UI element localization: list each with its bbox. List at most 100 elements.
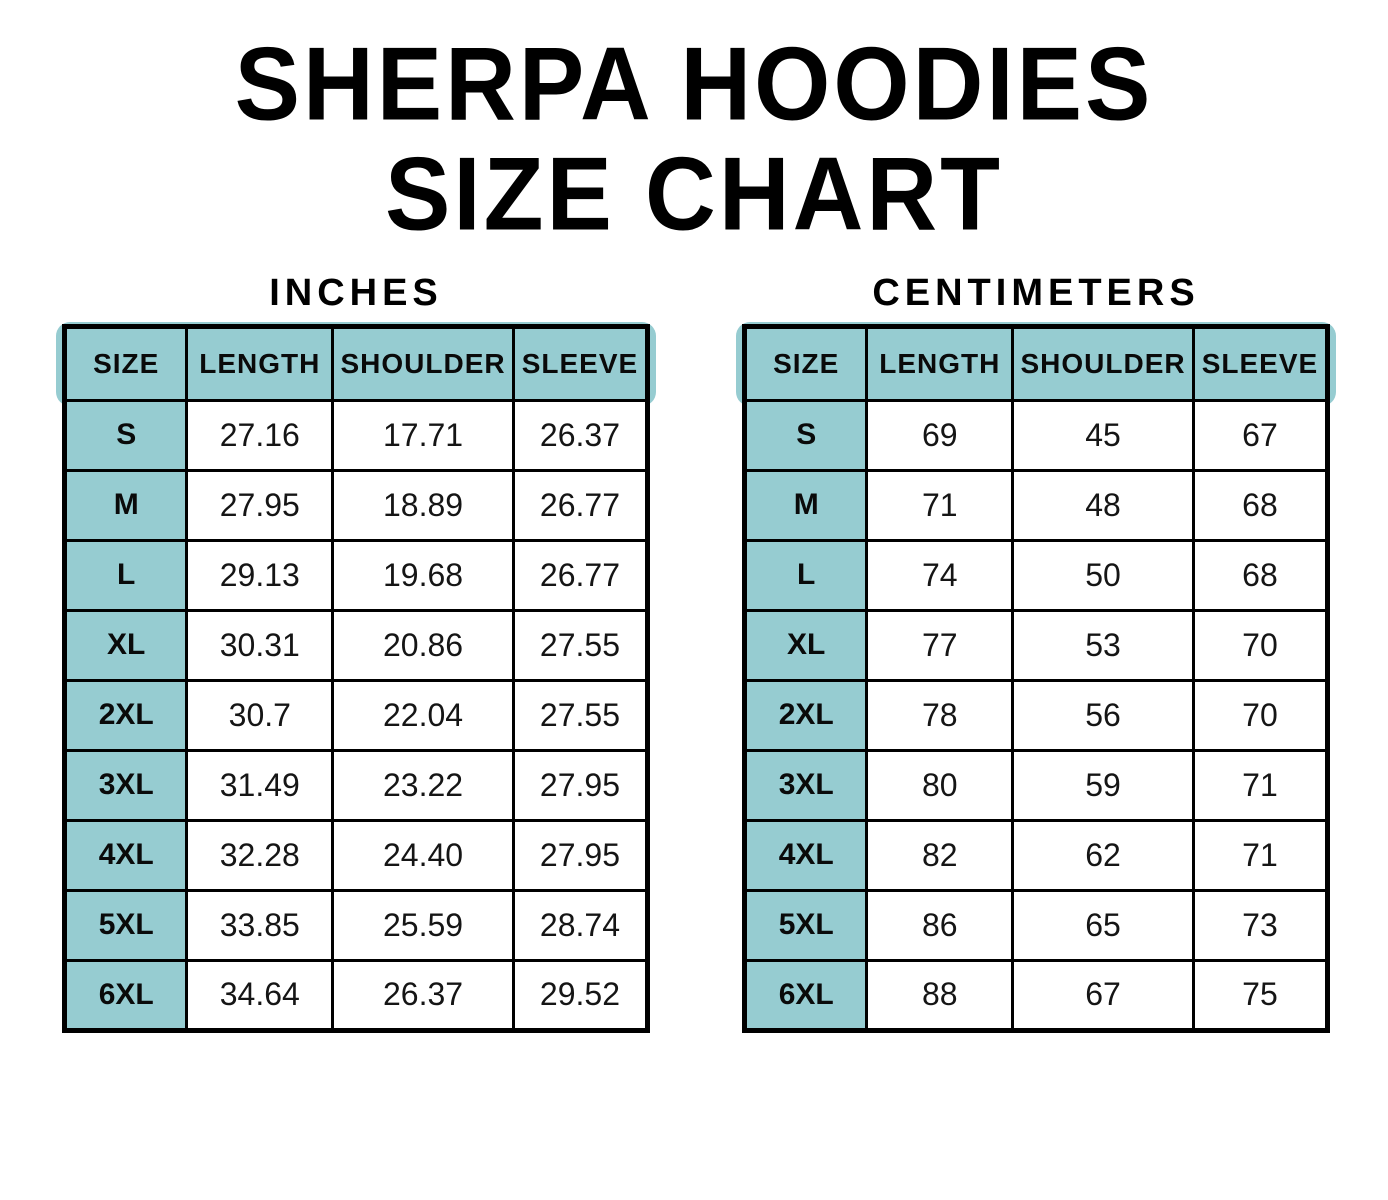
table-row: 3XL 31.49 23.22 27.95: [62, 748, 650, 822]
value-cell: 50: [1011, 538, 1195, 612]
header-row: SIZE LENGTH SHOULDER SLEEVE: [742, 324, 1330, 402]
table-row: XL 30.31 20.86 27.55: [62, 608, 650, 682]
value-cell: 29.52: [511, 958, 650, 1032]
value-cell: 17.71: [331, 398, 515, 472]
page-title: SHERPA HOODIES SIZE CHART: [0, 0, 1388, 251]
value-cell: 30.31: [185, 608, 335, 682]
value-cell: 32.28: [185, 818, 335, 892]
table-row: L 29.13 19.68 26.77: [62, 538, 650, 612]
size-cell: M: [742, 468, 869, 542]
inches-table-wrap: SIZE LENGTH SHOULDER SLEEVE S 27.16 17.71 26.3…: [56, 321, 656, 1033]
value-cell: 78: [865, 678, 1015, 752]
value-cell: 68: [1191, 538, 1330, 612]
size-cell: M: [62, 468, 189, 542]
column-header: SHOULDER: [1011, 324, 1195, 402]
column-header: SIZE: [62, 324, 189, 402]
table-row: 6XL 34.64 26.37 29.52: [62, 958, 650, 1032]
size-cell: 4XL: [742, 818, 869, 892]
value-cell: 28.74: [511, 888, 650, 962]
size-cell: S: [62, 398, 189, 472]
column-header: LENGTH: [185, 324, 335, 402]
value-cell: 74: [865, 538, 1015, 612]
value-cell: 53: [1011, 608, 1195, 682]
table-row: 5XL 86 65 73: [742, 888, 1330, 962]
title-line-2: SIZE CHART: [385, 134, 1003, 252]
inches-table: SIZE LENGTH SHOULDER SLEEVE S 27.16 17.71 26.3…: [62, 323, 650, 1033]
size-cell: 5XL: [62, 888, 189, 962]
column-header: SHOULDER: [331, 324, 515, 402]
value-cell: 70: [1191, 678, 1330, 752]
size-cell: 6XL: [742, 958, 869, 1032]
table-row: M 27.95 18.89 26.77: [62, 468, 650, 542]
value-cell: 48: [1011, 468, 1195, 542]
header-row: SIZE LENGTH SHOULDER SLEEVE: [62, 324, 650, 402]
value-cell: 70: [1191, 608, 1330, 682]
value-cell: 69: [865, 398, 1015, 472]
value-cell: 19.68: [331, 538, 515, 612]
value-cell: 62: [1011, 818, 1195, 892]
centimeters-section: CENTIMETERS SIZE LENGTH SHOULDER SLEEVE S 69…: [736, 271, 1336, 1033]
value-cell: 25.59: [331, 888, 515, 962]
table-row: S 69 45 67: [742, 398, 1330, 472]
value-cell: 23.22: [331, 748, 515, 822]
value-cell: 88: [865, 958, 1015, 1032]
column-header: SLEEVE: [1191, 324, 1330, 402]
table-heading-inches: INCHES: [269, 271, 443, 314]
size-cell: 3XL: [62, 748, 189, 822]
table-row: XL 77 53 70: [742, 608, 1330, 682]
size-cell: 4XL: [62, 818, 189, 892]
value-cell: 71: [865, 468, 1015, 542]
value-cell: 26.37: [511, 398, 650, 472]
value-cell: 77: [865, 608, 1015, 682]
table-heading-centimeters: CENTIMETERS: [872, 271, 1200, 314]
table-row: 3XL 80 59 71: [742, 748, 1330, 822]
title-line-1: SHERPA HOODIES: [234, 24, 1154, 142]
value-cell: 45: [1011, 398, 1195, 472]
table-row: 6XL 88 67 75: [742, 958, 1330, 1032]
size-cell: 5XL: [742, 888, 869, 962]
size-cell: L: [742, 538, 869, 612]
value-cell: 26.77: [511, 538, 650, 612]
value-cell: 80: [865, 748, 1015, 822]
value-cell: 33.85: [185, 888, 335, 962]
value-cell: 56: [1011, 678, 1195, 752]
size-cell: 2XL: [742, 678, 869, 752]
table-row: 5XL 33.85 25.59 28.74: [62, 888, 650, 962]
size-cell: 6XL: [62, 958, 189, 1032]
size-cell: S: [742, 398, 869, 472]
column-header: LENGTH: [865, 324, 1015, 402]
tables-row: INCHES SIZE LENGTH SHOULDER SLEEVE S 27.16 17…: [0, 272, 1388, 1033]
value-cell: 71: [1191, 748, 1330, 822]
value-cell: 31.49: [185, 748, 335, 822]
value-cell: 18.89: [331, 468, 515, 542]
value-cell: 68: [1191, 468, 1330, 542]
table-row: S 27.16 17.71 26.37: [62, 398, 650, 472]
size-cell: XL: [62, 608, 189, 682]
value-cell: 67: [1011, 958, 1195, 1032]
centimeters-table: SIZE LENGTH SHOULDER SLEEVE S 69 45 67 M 71 48 68 L…: [742, 323, 1330, 1033]
table-row: 4XL 82 62 71: [742, 818, 1330, 892]
size-cell: L: [62, 538, 189, 612]
value-cell: 22.04: [331, 678, 515, 752]
value-cell: 71: [1191, 818, 1330, 892]
column-header: SIZE: [742, 324, 869, 402]
value-cell: 27.55: [511, 608, 650, 682]
value-cell: 82: [865, 818, 1015, 892]
value-cell: 59: [1011, 748, 1195, 822]
value-cell: 30.7: [185, 678, 335, 752]
value-cell: 20.86: [331, 608, 515, 682]
value-cell: 29.13: [185, 538, 335, 612]
value-cell: 27.95: [185, 468, 335, 542]
value-cell: 73: [1191, 888, 1330, 962]
value-cell: 75: [1191, 958, 1330, 1032]
size-cell: XL: [742, 608, 869, 682]
value-cell: 86: [865, 888, 1015, 962]
column-header: SLEEVE: [511, 324, 650, 402]
value-cell: 27.95: [511, 818, 650, 892]
size-cell: 3XL: [742, 748, 869, 822]
value-cell: 26.77: [511, 468, 650, 542]
table-row: 2XL 30.7 22.04 27.55: [62, 678, 650, 752]
size-cell: 2XL: [62, 678, 189, 752]
table-row: M 71 48 68: [742, 468, 1330, 542]
